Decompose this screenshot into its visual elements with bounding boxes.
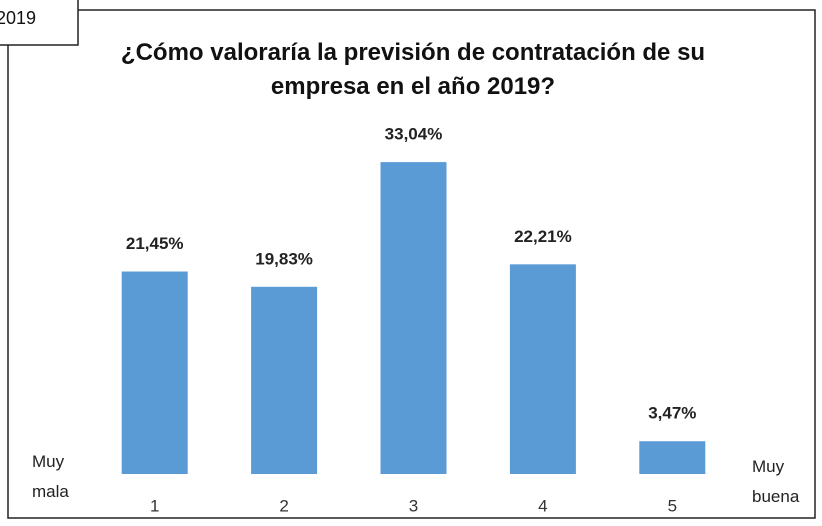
bar: [509, 264, 576, 474]
tab-label: 2019: [0, 8, 37, 28]
bar: [251, 286, 318, 474]
annotation: Muy mala: [32, 452, 69, 501]
value-label: 3,47%: [648, 404, 696, 423]
tab-border: [0, 0, 79, 46]
annotation: Muy buena: [752, 457, 800, 506]
x-tick-label: 1: [150, 496, 159, 515]
bar: [121, 271, 188, 474]
value-label: 19,83%: [255, 249, 313, 268]
value-label: 21,45%: [126, 234, 184, 253]
frame: [7, 9, 816, 519]
bar: [639, 441, 706, 474]
x-tick-label: 4: [538, 496, 547, 515]
x-tick-label: 2: [279, 496, 288, 515]
chart-title: ¿Cómo valoraría la previsión de contrata…: [120, 39, 706, 100]
value-label: 33,04%: [385, 125, 443, 144]
value-label: 22,21%: [514, 227, 572, 246]
bar: [380, 162, 447, 474]
x-tick-label: 3: [409, 496, 418, 515]
x-tick-label: 5: [668, 496, 677, 515]
